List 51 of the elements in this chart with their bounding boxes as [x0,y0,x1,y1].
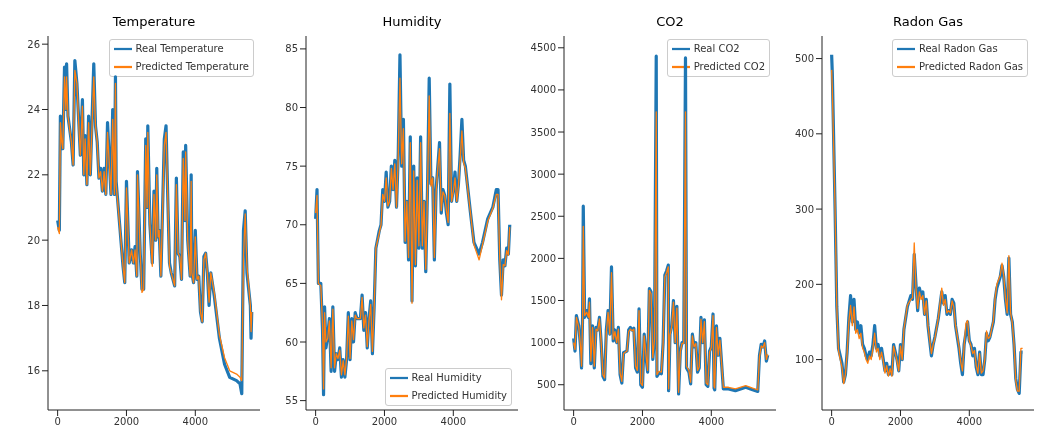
x-tick-label: 0 [54,416,61,428]
y-tick-label: 75 [285,160,298,172]
chart-title: Humidity [381,14,443,29]
y-tick-label: 70 [285,219,298,231]
legend-label: Real Temperature [135,43,224,54]
legend-label: Predicted CO2 [693,61,765,72]
legend-label: Predicted Temperature [135,61,249,72]
y-tick-label: 400 [794,128,814,140]
y-tick-label: 20 [27,234,40,246]
y-tick-label: 22 [27,169,40,181]
y-tick-label: 1500 [530,295,556,307]
chart-title: Temperature [111,14,197,29]
y-tick-label: 3000 [530,168,556,180]
chart-title: Radon Gas [891,14,965,29]
x-tick-label: 2000 [371,416,398,428]
y-tick-label: 500 [794,53,814,65]
y-tick-label: 18 [27,300,40,312]
y-tick-label: 60 [285,336,298,348]
legend-label: Real Humidity [411,372,482,383]
y-tick-label: 80 [285,102,298,114]
x-tick-label: 2000 [113,416,140,428]
legend-label: Real CO2 [693,43,740,54]
x-tick-label: 2000 [887,416,914,428]
legend-label: Predicted Humidity [411,390,507,401]
x-tick-label: 4000 [698,416,725,428]
y-tick-label: 65 [285,277,298,289]
x-tick-label: 4000 [440,416,467,428]
x-tick-label: 4000 [182,416,209,428]
y-tick-label: 300 [794,203,814,215]
y-tick-label: 2500 [530,210,556,222]
x-tick-label: 0 [312,416,319,428]
y-tick-label: 4000 [530,84,556,96]
legend-label: Predicted Radon Gas [918,61,1023,72]
y-tick-label: 2000 [530,252,556,264]
y-tick-label: 24 [27,104,40,116]
y-tick-label: 200 [794,278,814,290]
x-tick-label: 4000 [956,416,983,428]
x-tick-label: 0 [828,416,835,428]
x-tick-label: 2000 [629,416,656,428]
y-tick-label: 55 [285,395,298,407]
y-tick-label: 16 [27,365,40,377]
y-tick-label: 500 [536,379,556,391]
y-tick-label: 85 [285,43,298,55]
y-tick-label: 100 [794,354,814,366]
y-tick-label: 3500 [530,126,556,138]
y-tick-label: 26 [27,38,40,50]
y-tick-label: 4500 [530,42,556,54]
x-tick-label: 0 [570,416,577,428]
chart-title: CO2 [655,14,685,29]
legend-label: Real Radon Gas [918,43,998,54]
y-tick-label: 1000 [530,337,556,349]
